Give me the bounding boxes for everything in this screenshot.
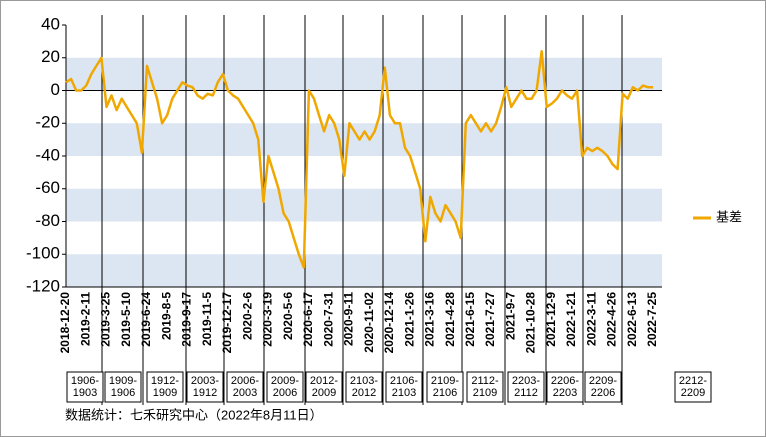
contract-label: 2006- [231,375,259,387]
y-tick-label: 0 [51,80,60,99]
contract-label: 1909- [109,375,137,387]
contract-label: 1912 [193,387,217,399]
y-tick-label: -120 [26,276,60,295]
y-tick-label: -100 [26,244,60,263]
x-tick-label: 2019-2-11 [78,292,92,346]
grid-band [66,254,662,287]
contract-label: 2206 [591,387,615,399]
contract-label: 2209 [681,387,705,399]
contract-label: 2003- [191,375,219,387]
contract-label: 1909 [153,387,177,399]
x-tick-label: 2021-3-16 [423,292,437,347]
contract-label: 2112 [514,387,538,399]
contract-box [226,371,264,403]
contract-label: 2103 [392,387,416,399]
x-tick-label: 2020-12-14 [382,292,396,354]
contract-box [104,371,142,403]
contract-box [345,371,383,403]
data-line [65,49,653,269]
contract-label: 2009- [271,375,299,387]
contract-box [426,371,464,403]
x-tick-label: 2019-9-17 [180,292,194,347]
legend-label: 基差 [716,209,742,224]
x-tick-label: 2019-11-5 [200,292,214,346]
contract-box [266,371,304,403]
contract-label: 1906- [71,375,99,387]
x-tick-label: 2020-3-19 [261,292,275,347]
y-tick-label: -40 [35,145,60,164]
x-tick-label: 2020-7-31 [321,292,335,347]
contract-label: 2209- [589,375,617,387]
x-tick-label: 2018-12-20 [58,292,72,354]
contract-label: 2106 [433,387,457,399]
x-tick-label: 2021-12-9 [544,292,558,347]
x-tick-label: 2020-9-11 [342,292,356,346]
contract-label: 2106- [390,375,418,387]
x-tick-label: 2019-6-24 [139,292,153,347]
x-tick-label: 2021-1-26 [402,292,416,347]
x-tick-label: 2020-6-17 [301,292,315,347]
x-tick-label: 2022-3-11 [584,292,598,346]
contract-box [385,371,423,403]
x-tick-label: 2019-8-5 [159,292,173,340]
contract-box [674,371,712,403]
contract-box [146,371,184,403]
x-tick-label: 2021-7-27 [483,292,497,347]
x-tick-label: 2021-9-7 [503,292,517,340]
contract-label: 2012- [310,375,338,387]
grid-band [66,57,662,91]
y-tick-label: 40 [41,14,60,33]
contract-label: 1912- [151,375,179,387]
contract-label: 1903 [73,387,97,399]
contract-box [66,371,104,403]
grid-band [66,188,662,222]
x-tick-label: 2020-2-6 [240,292,254,340]
x-tick-label: 2022-4-26 [605,292,619,347]
contract-label: 2009 [312,387,336,399]
contract-box [186,371,224,403]
y-tick-label: -80 [35,211,60,230]
contract-label: 2012 [352,387,376,399]
contract-label: 1906 [111,387,135,399]
contract-label: 2206- [551,375,579,387]
contract-label: 2109 [473,387,497,399]
contract-label: 2212- [679,375,707,387]
contract-label: 2109- [431,375,459,387]
contract-label: 2203 [553,387,577,399]
x-tick-label: 2022-7-25 [645,292,659,347]
contract-box [305,371,343,403]
y-tick-label: -60 [35,178,60,197]
x-tick-label: 2019-12-17 [220,292,234,354]
x-tick-label: 2020-11-02 [362,292,376,353]
source-note: 数据统计：七禾研究中心（2022年8月11日） [65,407,323,422]
contract-box [466,371,504,403]
x-tick-label: 2021-4-28 [443,292,457,347]
contract-label: 2006 [273,387,297,399]
contract-label: 2203- [512,375,540,387]
x-tick-label: 2020-5-6 [281,292,295,340]
x-tick-label: 2022-6-13 [625,292,639,347]
x-tick-label: 2019-3-25 [99,292,113,347]
contract-box [507,371,545,403]
x-tick-label: 2021-6-15 [463,292,477,347]
x-tick-label: 2021-10-28 [524,292,538,354]
contract-box [584,371,622,403]
y-tick-label: 20 [41,47,60,66]
contract-label: 2112- [471,375,499,387]
x-tick-label: 2019-5-10 [119,292,133,347]
grid-band [66,123,662,156]
contract-label: 2003 [233,387,257,399]
x-tick-label: 2022-1-21 [564,292,578,347]
y-tick-label: -20 [35,113,60,132]
contract-label: 2103- [350,375,378,387]
contract-box [546,371,584,403]
